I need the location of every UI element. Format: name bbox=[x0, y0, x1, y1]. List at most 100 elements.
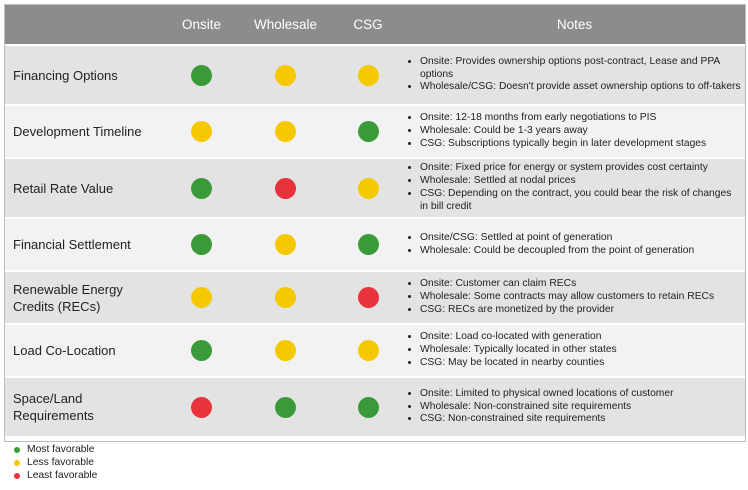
comparison-table-frame: Onsite Wholesale CSG Notes Financing Opt… bbox=[4, 4, 746, 442]
row-label: Renewable Energy Credits (RECs) bbox=[5, 270, 164, 324]
note-item: CSG: Non-constrained site requirements bbox=[420, 413, 741, 426]
onsite-rating-cell bbox=[164, 323, 239, 377]
onsite-rating-cell bbox=[164, 217, 239, 271]
legend: Most favorable Less favorable Least favora… bbox=[14, 444, 97, 482]
csg-rating-cell bbox=[332, 270, 404, 324]
table-row: Financing Options Onsite: Provides owners… bbox=[5, 44, 745, 105]
green-dot-icon bbox=[357, 234, 379, 255]
note-item: Wholesale: Non-constrained site requirem… bbox=[420, 401, 741, 414]
red-dot-icon bbox=[275, 177, 296, 199]
table-body: Financing Options Onsite: Provides owners… bbox=[5, 44, 745, 436]
table-row: Development Timeline Onsite: 12-18 months… bbox=[5, 104, 745, 158]
notes-list: Onsite/CSG: Settled at point of generati… bbox=[404, 232, 741, 258]
yellow-dot-icon bbox=[275, 287, 296, 308]
wholesale-rating-cell bbox=[239, 217, 332, 271]
yellow-dot-icon bbox=[191, 287, 212, 308]
note-item: Wholesale: Settled at nodal prices bbox=[420, 175, 741, 188]
csg-rating-cell bbox=[332, 376, 404, 436]
notes-cell: Onsite/CSG: Settled at point of generati… bbox=[404, 217, 745, 271]
red-dot-icon bbox=[14, 472, 20, 479]
yellow-dot-icon bbox=[357, 177, 379, 199]
csg-rating-cell bbox=[332, 157, 404, 218]
note-item: Wholesale: Could be decoupled from the p… bbox=[420, 245, 741, 258]
notes-list: Onsite: Provides ownership options post-… bbox=[404, 56, 741, 94]
csg-rating-cell bbox=[332, 217, 404, 271]
header-blank bbox=[5, 5, 164, 45]
onsite-rating-cell bbox=[164, 376, 239, 436]
onsite-rating-cell bbox=[164, 104, 239, 158]
red-dot-icon bbox=[191, 396, 212, 418]
row-label: Financial Settlement bbox=[5, 217, 164, 271]
note-item: Wholesale: Could be 1-3 years away bbox=[420, 125, 741, 138]
row-label: Financing Options bbox=[5, 44, 164, 105]
notes-list: Onsite: Customer can claim RECsWholesale… bbox=[404, 278, 741, 316]
wholesale-rating-cell bbox=[239, 104, 332, 158]
green-dot-icon bbox=[191, 234, 212, 255]
row-label: Load Co-Location bbox=[5, 323, 164, 377]
green-dot-icon bbox=[357, 396, 379, 418]
wholesale-rating-cell bbox=[239, 376, 332, 436]
yellow-dot-icon bbox=[357, 64, 379, 86]
notes-list: Onsite: Load co-located with generationW… bbox=[404, 331, 741, 369]
table-row: Space/Land Requirements Onsite: Limited t… bbox=[5, 376, 745, 436]
notes-cell: Onsite: Load co-located with generationW… bbox=[404, 323, 745, 377]
header-onsite: Onsite bbox=[164, 5, 239, 45]
header-csg: CSG bbox=[332, 5, 404, 45]
note-item: CSG: RECs are monetized by the provider bbox=[420, 304, 741, 317]
green-dot-icon bbox=[191, 177, 212, 199]
notes-cell: Onsite: Limited to physical owned locati… bbox=[404, 376, 745, 436]
note-item: Onsite/CSG: Settled at point of generati… bbox=[420, 232, 741, 245]
csg-rating-cell bbox=[332, 323, 404, 377]
note-item: CSG: May be located in nearby counties bbox=[420, 357, 741, 370]
note-item: Onsite: Provides ownership options post-… bbox=[420, 56, 741, 82]
onsite-rating-cell bbox=[164, 44, 239, 105]
note-item: Onsite: 12-18 months from early negotiat… bbox=[420, 112, 741, 125]
header-wholesale: Wholesale bbox=[239, 5, 332, 45]
wholesale-rating-cell bbox=[239, 44, 332, 105]
green-dot-icon bbox=[191, 340, 212, 361]
csg-rating-cell bbox=[332, 44, 404, 105]
header-row: Onsite Wholesale CSG Notes bbox=[5, 5, 745, 45]
row-label: Development Timeline bbox=[5, 104, 164, 158]
header-notes: Notes bbox=[404, 5, 745, 45]
legend-label: Most favorable bbox=[27, 444, 95, 455]
legend-item: Least favorable bbox=[14, 470, 97, 483]
notes-cell: Onsite: Provides ownership options post-… bbox=[404, 44, 745, 105]
table-row: Load Co-Location Onsite: Load co-located … bbox=[5, 323, 745, 377]
yellow-dot-icon bbox=[275, 340, 296, 361]
notes-cell: Onsite: Customer can claim RECsWholesale… bbox=[404, 270, 745, 324]
row-label: Retail Rate Value bbox=[5, 157, 164, 218]
yellow-dot-icon bbox=[275, 121, 296, 142]
legend-label: Least favorable bbox=[27, 469, 98, 481]
note-item: CSG: Subscriptions typically begin in la… bbox=[420, 138, 741, 151]
red-dot-icon bbox=[357, 287, 379, 308]
note-item: Onsite: Load co-located with generation bbox=[420, 331, 741, 344]
wholesale-rating-cell bbox=[239, 270, 332, 324]
green-dot-icon bbox=[14, 447, 20, 454]
note-item: Onsite: Fixed price for energy or system… bbox=[420, 162, 741, 175]
table-row: Retail Rate Value Onsite: Fixed price for… bbox=[5, 157, 745, 218]
note-item: Onsite: Limited to physical owned locati… bbox=[420, 388, 741, 401]
legend-item: Less favorable bbox=[14, 457, 97, 470]
wholesale-rating-cell bbox=[239, 323, 332, 377]
note-item: Onsite: Customer can claim RECs bbox=[420, 278, 741, 291]
onsite-rating-cell bbox=[164, 157, 239, 218]
csg-rating-cell bbox=[332, 104, 404, 158]
notes-cell: Onsite: Fixed price for energy or system… bbox=[404, 157, 745, 218]
onsite-rating-cell bbox=[164, 270, 239, 324]
notes-cell: Onsite: 12-18 months from early negotiat… bbox=[404, 104, 745, 158]
table-row: Financial Settlement Onsite/CSG: Settled … bbox=[5, 217, 745, 271]
green-dot-icon bbox=[191, 64, 212, 86]
legend-item: Most favorable bbox=[14, 444, 97, 457]
note-item: Wholesale: Some contracts may allow cust… bbox=[420, 291, 741, 304]
table-row: Renewable Energy Credits (RECs) Onsite: C… bbox=[5, 270, 745, 324]
note-item: CSG: Depending on the contract, you coul… bbox=[420, 188, 741, 214]
yellow-dot-icon bbox=[14, 460, 20, 467]
green-dot-icon bbox=[357, 121, 379, 142]
comparison-table: Onsite Wholesale CSG Notes Financing Opt… bbox=[5, 5, 745, 436]
note-item: Wholesale/CSG: Doesn't provide asset own… bbox=[420, 81, 741, 94]
yellow-dot-icon bbox=[191, 121, 212, 142]
row-label: Space/Land Requirements bbox=[5, 376, 164, 436]
yellow-dot-icon bbox=[275, 64, 296, 86]
note-item: Wholesale: Typically located in other st… bbox=[420, 344, 741, 357]
